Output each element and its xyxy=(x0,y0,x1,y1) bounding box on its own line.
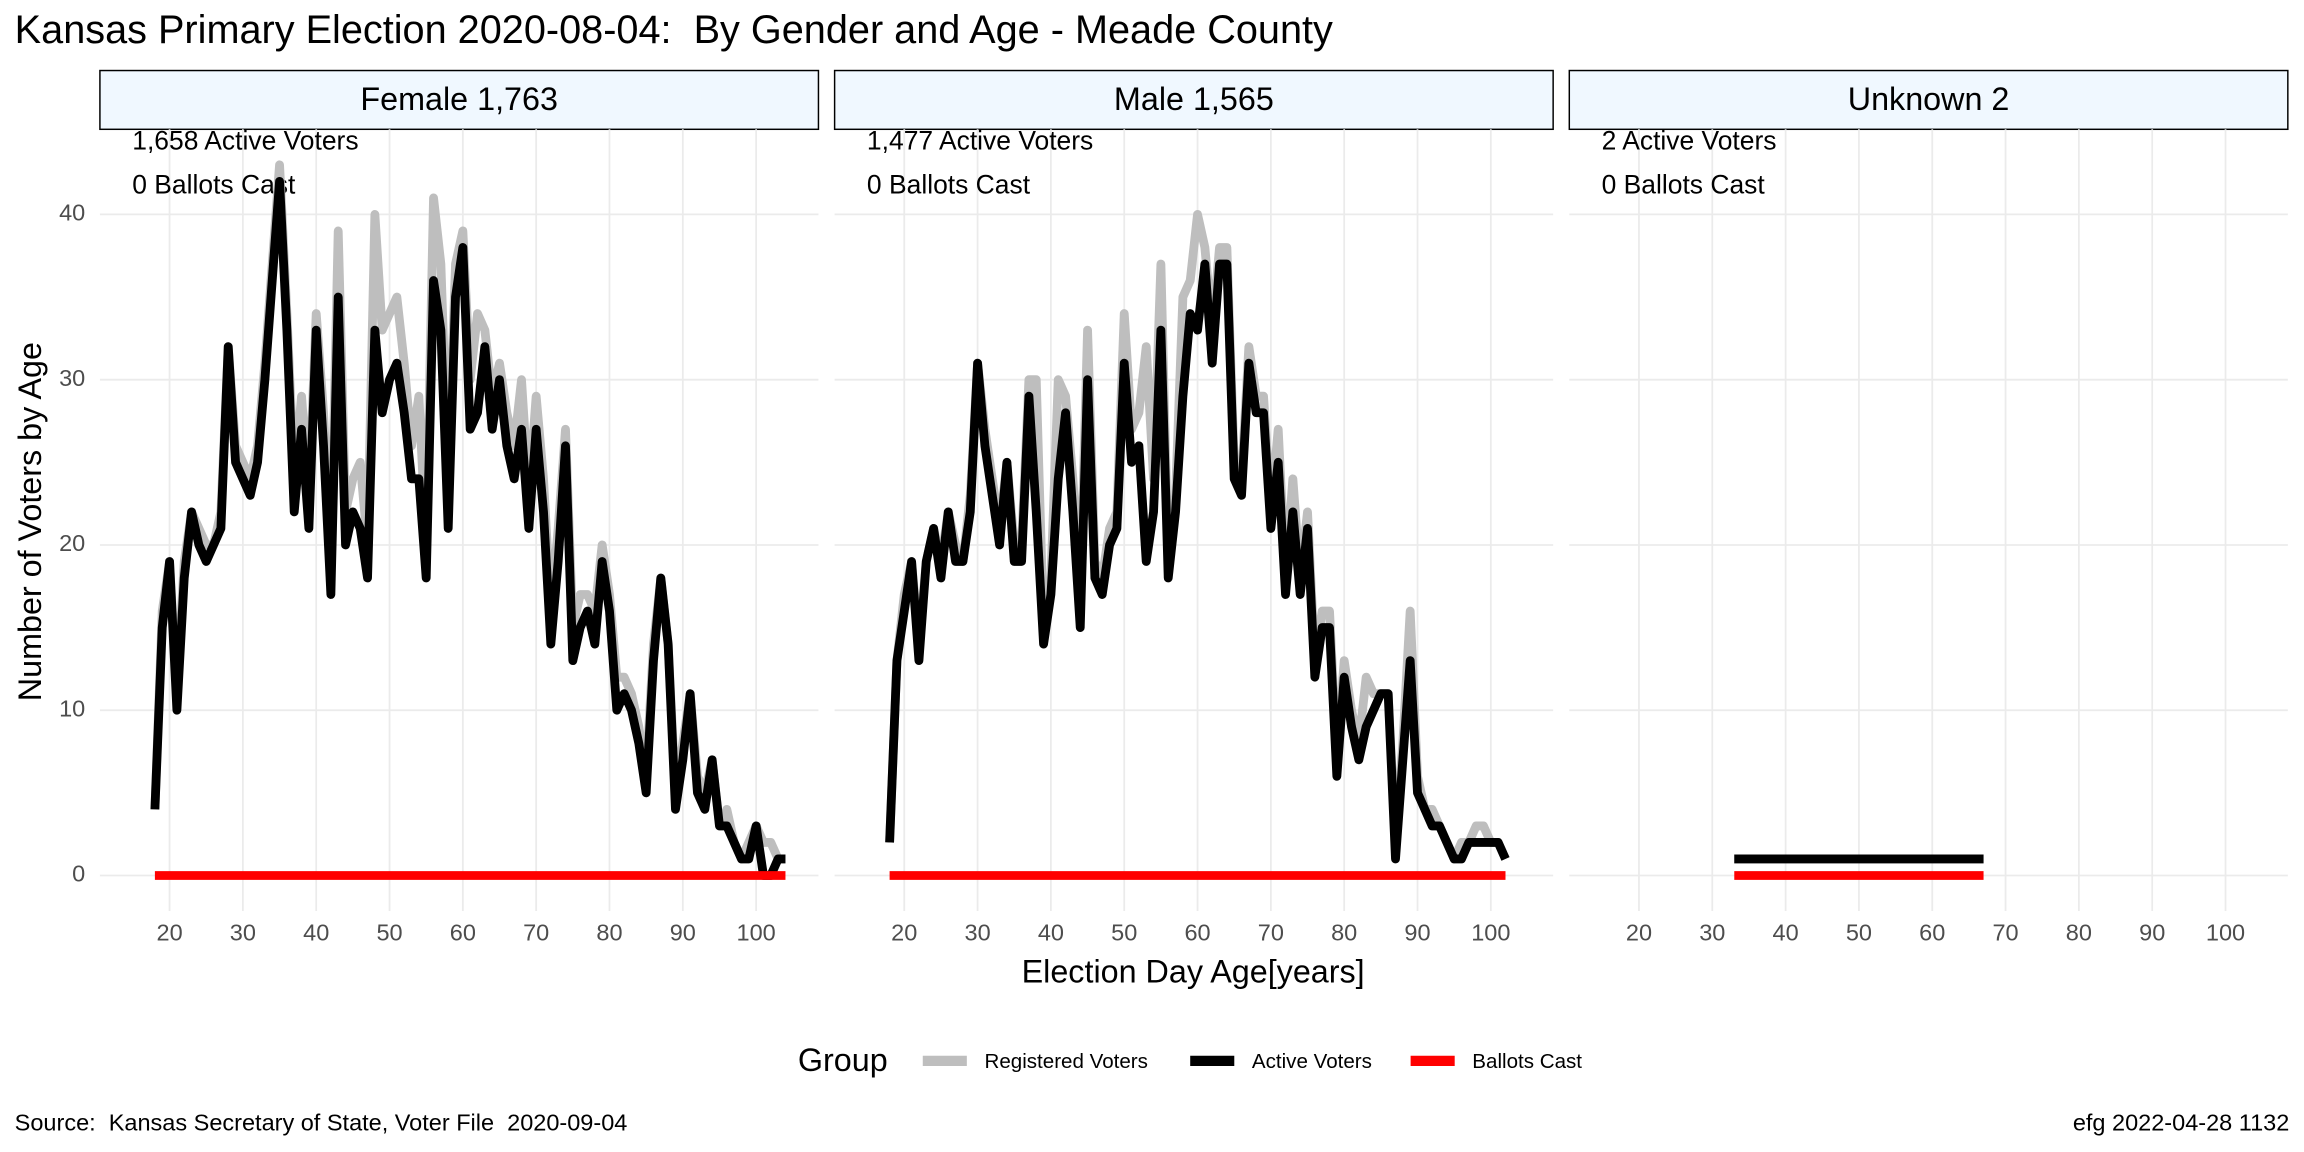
x-tick-label: 70 xyxy=(1992,920,2018,946)
x-axis-label: Election Day Age[years] xyxy=(1022,954,1365,990)
y-tick-label: 40 xyxy=(59,200,85,226)
x-tick-label: 70 xyxy=(1258,920,1284,946)
x-tick-label: 70 xyxy=(523,920,549,946)
x-tick-label: 80 xyxy=(596,920,622,946)
series-line xyxy=(885,259,1510,864)
x-tick-label: 40 xyxy=(303,920,329,946)
annotation: 1,658 Active Voters xyxy=(132,126,358,156)
x-tick-label: 20 xyxy=(1626,920,1652,946)
legend-title: Group xyxy=(798,1042,888,1078)
x-tick-label: 90 xyxy=(2139,920,2165,946)
y-axis-label: Number of Voters by Age xyxy=(12,342,48,701)
facet-title: Unknown 2 xyxy=(1848,81,2010,117)
x-tick-label: 100 xyxy=(737,920,776,946)
facet-strip xyxy=(1568,69,2289,131)
facet-strip xyxy=(833,69,1554,131)
chart-title: Kansas Primary Election 2020-08-04: By G… xyxy=(15,8,1333,52)
x-tick-label: 100 xyxy=(1471,920,1510,946)
annotation: 1,477 Active Voters xyxy=(867,126,1093,156)
x-tick-label: 90 xyxy=(670,920,696,946)
annotation: 0 Ballots Cast xyxy=(132,170,296,200)
x-tick-label: 50 xyxy=(1111,920,1137,946)
facet: Male 1,565 20 30 40 50 60 70 80 90 100 1,477 Activ… xyxy=(833,69,1554,946)
x-tick-label: 20 xyxy=(157,920,183,946)
x-tick-label: 30 xyxy=(230,920,256,946)
y-tick-label: 20 xyxy=(59,530,85,556)
x-tick-label: 20 xyxy=(891,920,917,946)
x-tick-label: 30 xyxy=(965,920,991,946)
x-tick-label: 60 xyxy=(450,920,476,946)
y-tick-label: 0 xyxy=(72,861,85,887)
x-tick-label: 50 xyxy=(376,920,402,946)
x-tick-label: 100 xyxy=(2206,920,2245,946)
x-tick-label: 60 xyxy=(1919,920,1945,946)
facet: Unknown 2 20 30 40 50 60 70 80 90 100 2 Active Vot… xyxy=(1568,69,2289,946)
y-tick-label: 30 xyxy=(59,365,85,391)
facet: Female 1,763 0 10 20 30 40 20 30 40 50 60 70 80 90 100… xyxy=(59,69,820,946)
x-tick-label: 80 xyxy=(1331,920,1357,946)
x-tick-label: 90 xyxy=(1404,920,1430,946)
facet-title: Female 1,763 xyxy=(360,81,558,117)
series-line xyxy=(150,176,786,880)
y-tick-label: 10 xyxy=(59,695,85,721)
x-tick-label: 30 xyxy=(1699,920,1725,946)
credit-note: efg 2022-04-28 1132 xyxy=(2073,1109,2289,1135)
x-tick-label: 40 xyxy=(1773,920,1799,946)
legend-label: Active Voters xyxy=(1252,1050,1372,1073)
facet-title: Male 1,565 xyxy=(1114,81,1274,117)
source-note: Source: Kansas Secretary of State, Voter… xyxy=(15,1109,628,1135)
annotation: 0 Ballots Cast xyxy=(1602,170,1766,200)
annotation: 2 Active Voters xyxy=(1602,126,1777,156)
x-tick-label: 50 xyxy=(1846,920,1872,946)
facet-strip xyxy=(99,69,820,131)
legend-label: Ballots Cast xyxy=(1472,1050,1582,1073)
legend-label: Registered Voters xyxy=(984,1050,1147,1073)
annotation: 0 Ballots Cast xyxy=(867,170,1031,200)
x-tick-label: 80 xyxy=(2066,920,2092,946)
x-tick-label: 40 xyxy=(1038,920,1064,946)
x-tick-label: 60 xyxy=(1184,920,1210,946)
